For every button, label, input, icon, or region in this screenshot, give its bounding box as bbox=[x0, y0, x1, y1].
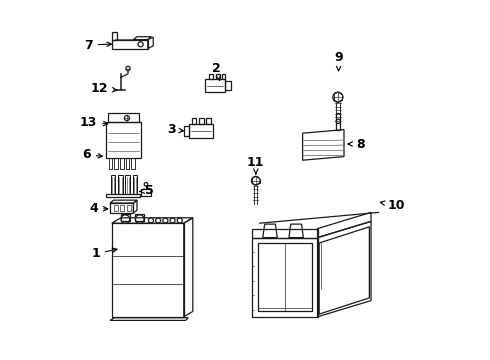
Text: 7: 7 bbox=[84, 39, 111, 51]
Text: 10: 10 bbox=[380, 199, 405, 212]
Bar bbox=[114, 205, 118, 211]
Text: 9: 9 bbox=[334, 51, 343, 71]
Bar bbox=[135, 214, 144, 220]
Text: 6: 6 bbox=[82, 148, 102, 161]
Text: 13: 13 bbox=[80, 116, 108, 129]
Bar bbox=[121, 214, 130, 220]
Text: 11: 11 bbox=[247, 156, 265, 174]
Text: 1: 1 bbox=[91, 247, 117, 260]
Bar bbox=[120, 205, 124, 211]
Text: 12: 12 bbox=[91, 82, 117, 95]
Text: 4: 4 bbox=[90, 202, 108, 215]
Text: 5: 5 bbox=[140, 184, 154, 197]
Text: 8: 8 bbox=[348, 138, 365, 150]
Text: 3: 3 bbox=[167, 123, 183, 136]
Text: 2: 2 bbox=[212, 62, 220, 80]
Bar bbox=[126, 205, 130, 211]
